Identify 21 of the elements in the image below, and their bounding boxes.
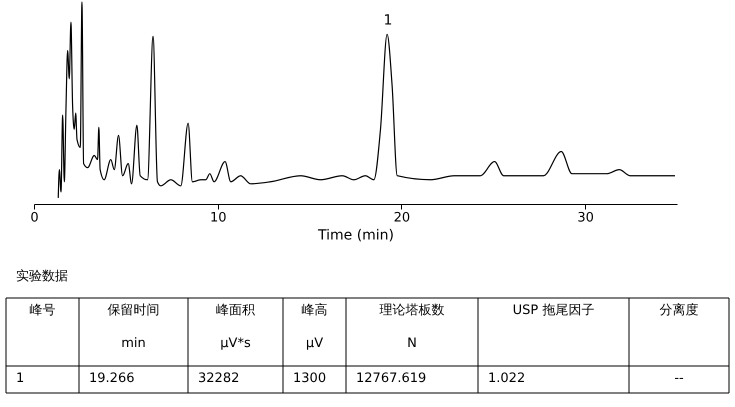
text: 分离度: [660, 302, 698, 318]
text: 1300: [293, 371, 326, 386]
x-tick-label: 30: [577, 210, 594, 226]
text: 峰面积 μV*s: [216, 303, 255, 351]
text: 32282: [198, 371, 240, 386]
text: 1: [16, 371, 24, 386]
x-tick-label: 10: [210, 210, 226, 226]
x-tick-label: 20: [394, 210, 410, 226]
text: 峰号: [30, 303, 56, 318]
text: --: [674, 371, 684, 386]
text: USP 拖尾因子: [512, 303, 594, 318]
text: 实验数据: [16, 269, 68, 284]
text: 1.022: [488, 371, 526, 386]
text: 峰高 μV: [302, 303, 328, 351]
text: 理论塔板数 N: [380, 303, 444, 351]
x-axis-title: Time (min): [316, 228, 394, 244]
text: 19.266: [89, 371, 134, 386]
text: 保留时间 min: [108, 303, 160, 351]
annotation: 1: [383, 12, 392, 28]
text: 12767.619: [356, 371, 426, 386]
x-tick-label: 0: [30, 210, 39, 226]
